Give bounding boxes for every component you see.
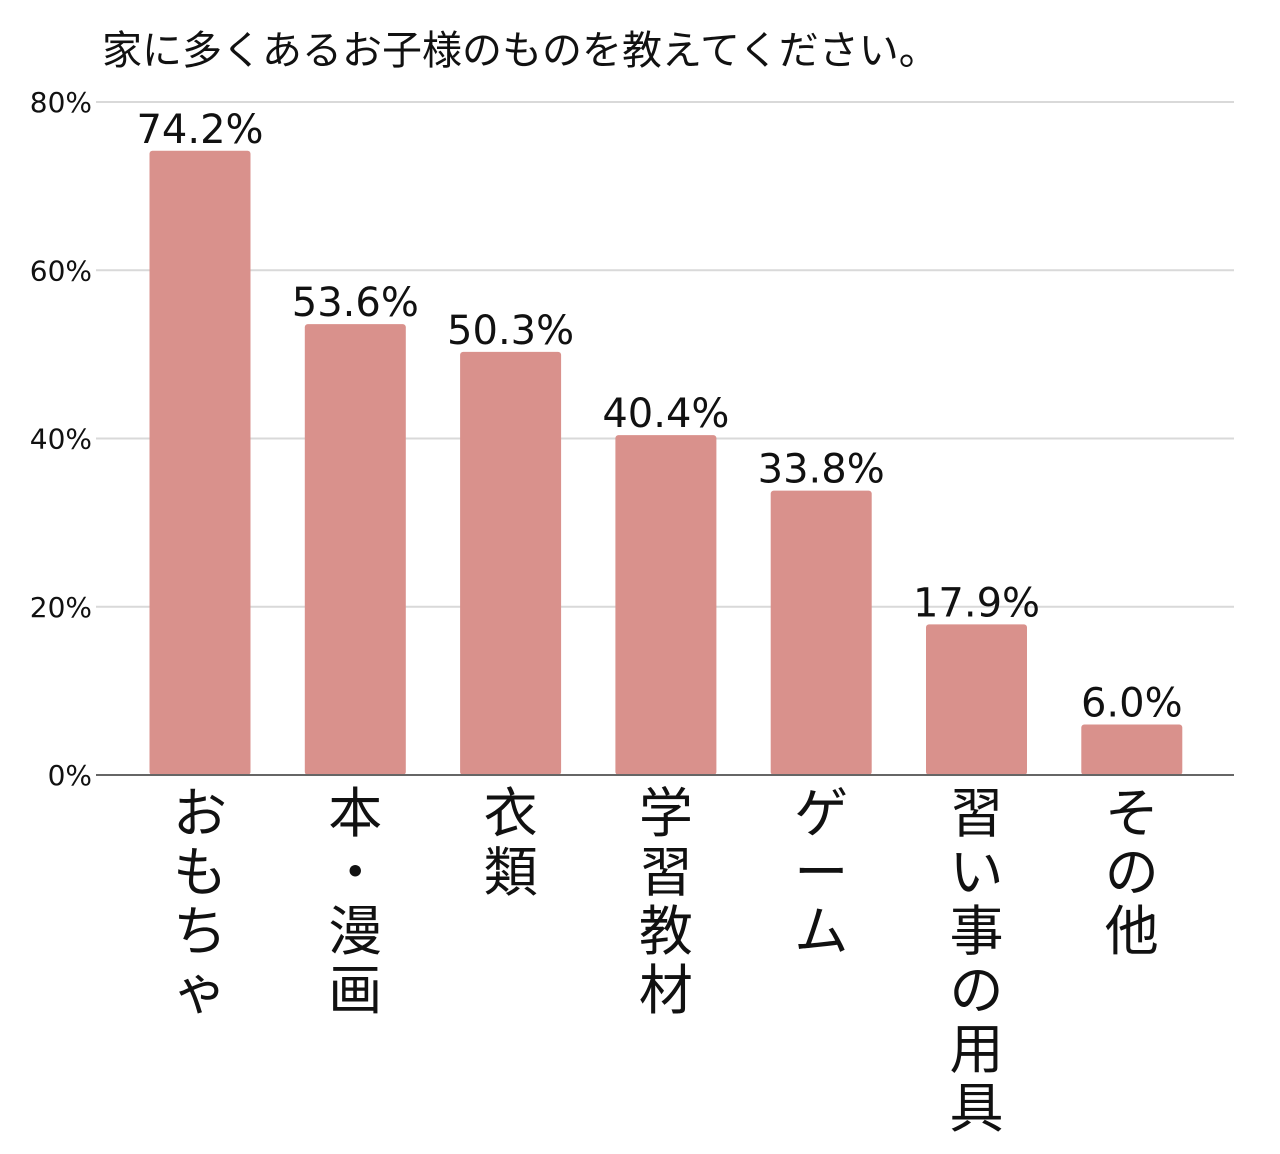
data-label: 40.4% [602, 391, 729, 437]
y-axis-ticks: 0% 20% 40% 60% 80% [30, 86, 92, 792]
category-label: 学習教材 [639, 782, 693, 1022]
bars [149, 150, 1183, 776]
bar [460, 351, 562, 775]
bar [926, 624, 1027, 775]
bar [770, 490, 872, 775]
data-label: 17.9% [913, 580, 1040, 626]
category-label: ゲーム [794, 782, 848, 963]
category-label: おもちゃ [173, 782, 227, 1022]
y-tick-label: 80% [30, 86, 92, 119]
data-labels: 74.2% 53.6% 50.3% 40.4% 33.8% 17.9% 6.0% [136, 107, 1182, 727]
bar [149, 150, 251, 776]
data-label: 53.6% [292, 280, 419, 326]
chart-title: 家に多くあるお子様のものを教えてください。 [102, 28, 939, 74]
category-label: 衣類 [484, 782, 538, 904]
category-label: その他 [1105, 782, 1159, 963]
bar [304, 324, 406, 775]
bar [615, 435, 717, 775]
category-label: 本・漫画 [328, 782, 382, 1022]
y-tick-label: 60% [30, 254, 92, 287]
y-tick-label: 0% [48, 759, 92, 792]
bar [1081, 724, 1183, 775]
category-label: 習い事の用具 [950, 782, 1004, 1140]
data-label: 6.0% [1081, 681, 1183, 727]
data-label: 74.2% [136, 107, 263, 153]
data-label: 33.8% [758, 447, 885, 493]
y-tick-label: 40% [30, 423, 92, 456]
category-labels: おもちゃ 本・漫画 衣類 学習教材 ゲーム 習い事の用具 その他 [173, 782, 1159, 1140]
data-label: 50.3% [447, 308, 574, 354]
y-tick-label: 20% [30, 591, 92, 624]
